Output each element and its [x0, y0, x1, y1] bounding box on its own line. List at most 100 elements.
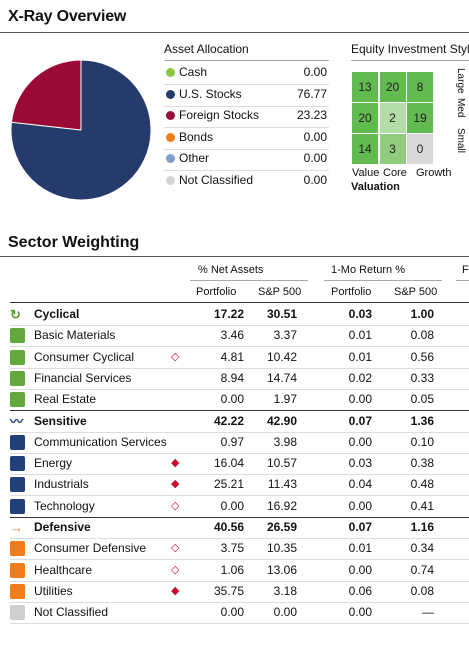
portfolio-return: 0.00: [348, 562, 372, 577]
style-box-cell: 0: [407, 134, 433, 164]
sector-name: Utilities: [34, 583, 73, 598]
portfolio-net-assets: 4.81: [220, 349, 244, 364]
sp500-net-assets: 10.42: [266, 349, 297, 364]
asset-allocation-divider: [164, 60, 329, 61]
sp500-net-assets: 42.90: [266, 413, 297, 428]
portfolio-net-assets: 0.00: [220, 605, 244, 620]
sector-row: 〰 Sensitive 42.22 42.90 0.07 1.36: [10, 411, 469, 432]
sp500-net-assets: 10.57: [266, 456, 297, 471]
sector-row-divider: [10, 623, 469, 625]
sp500-return: 0.05: [410, 392, 434, 407]
return-header-rule: [324, 280, 442, 281]
portfolio-return: 0.00: [348, 605, 372, 620]
sector-row: ↻ Cyclical 17.22 30.51 0.03 1.00: [10, 304, 469, 325]
style-box-cell: 8: [407, 72, 433, 102]
consumer-cyclical-icon: [10, 349, 25, 365]
style-box-cell: 14: [352, 134, 378, 164]
sp500-return: 0.74: [410, 562, 434, 577]
style-row-label: Small: [455, 128, 466, 154]
sector-row: Technology ◇ 0.00 16.92 0.00 0.41: [10, 496, 469, 517]
sector-name: Financial Services: [34, 370, 132, 385]
portfolio-net-assets: 8.94: [220, 370, 244, 385]
weight-indicator-icon: ◇: [171, 350, 180, 363]
sp500-net-assets: 1.97: [273, 392, 297, 407]
sp500-return: 0.08: [410, 328, 434, 343]
financial-services-icon: [10, 370, 25, 386]
sector-row: Consumer Defensive ◇ 3.75 10.35 0.01 0.34: [10, 538, 469, 559]
sector-weighting-title: Sector Weighting: [8, 234, 140, 251]
sp500-net-assets: 30.51: [266, 307, 297, 321]
portfolio-net-assets: 16.04: [213, 456, 244, 471]
net-assets-header: % Net Assets: [198, 264, 264, 276]
sector-name: Real Estate: [34, 392, 97, 407]
sp500-net-assets: 10.35: [266, 541, 297, 556]
portfolio-return: 0.03: [348, 307, 372, 321]
sector-row-divider: [10, 388, 469, 390]
sp500-return: 0.41: [410, 498, 434, 513]
asset-allocation-title: Asset Allocation: [164, 42, 249, 56]
allocation-value: 76.77: [296, 86, 327, 101]
allocation-value: 0.00: [303, 151, 327, 165]
asset-allocation-pie-chart: [10, 59, 152, 201]
allocation-label: Cash: [179, 65, 208, 79]
allocation-dot-icon: [166, 111, 175, 120]
allocation-row: Bonds 0.00: [164, 128, 329, 149]
basic-materials-icon: [10, 328, 25, 344]
sector-row: → Defensive 40.56 26.59 0.07 1.16: [10, 517, 469, 538]
portfolio-net-assets: 1.06: [220, 562, 244, 577]
sector-row-divider: [10, 367, 469, 369]
sector-name: Sensitive: [34, 413, 87, 428]
sector-row-divider: [10, 538, 469, 539]
portfolio-return: 0.01: [348, 541, 372, 556]
sector-row: Communication Services 0.97 3.98 0.00 0.10: [10, 432, 469, 453]
sector-row-divider: [10, 559, 469, 561]
weight-indicator-icon: ◆: [171, 457, 180, 470]
sp500-return: 1.36: [410, 413, 434, 428]
style-col-label: Core: [383, 167, 407, 179]
xray-title: X-Ray Overview: [8, 8, 127, 25]
allocation-label: Other: [179, 151, 210, 165]
sector-row-divider: [10, 495, 469, 497]
sensitive-icon: 〰: [10, 413, 24, 429]
allocation-label: Bonds: [179, 129, 214, 144]
allocation-dot-icon: [166, 175, 175, 185]
portfolio-return: 0.00: [348, 498, 372, 513]
portfolio-return: 0.06: [348, 583, 372, 598]
sector-row: Industrials ◆ 25.21 11.43 0.04 0.48: [10, 474, 469, 495]
sp500-return: 0.34: [410, 541, 434, 556]
sp500-net-assets: 14.74: [266, 370, 297, 385]
sector-row: Real Estate 0.00 1.97 0.00 0.05: [10, 389, 469, 410]
portfolio-return: 0.01: [348, 349, 372, 364]
sector-row: Energy ◆ 16.04 10.57 0.03 0.38: [10, 453, 469, 474]
sp500-return: —: [422, 605, 434, 620]
portfolio-net-assets: 0.97: [220, 434, 244, 449]
utilities-icon: [10, 583, 25, 599]
allocation-label: Not Classified: [179, 172, 254, 187]
allocation-value: 0.00: [303, 129, 327, 144]
portfolio-return: 0.03: [348, 456, 372, 471]
portfolio-net-assets: 0.00: [220, 498, 244, 513]
allocation-value: 23.23: [296, 108, 327, 122]
sp500-return: 0.48: [410, 477, 434, 492]
cyclical-icon: ↻: [10, 307, 21, 322]
allocation-row: Not Classified 0.00: [164, 171, 329, 192]
weight-indicator-icon: ◆: [171, 478, 180, 491]
sp500-return: 1.00: [410, 307, 434, 321]
sp500-net-assets: 26.59: [266, 520, 297, 534]
sector-name: Cyclical: [34, 307, 80, 321]
sector-name: Technology: [34, 498, 95, 513]
sector-row: Consumer Cyclical ◇ 4.81 10.42 0.01 0.56: [10, 347, 469, 368]
sp500-net-assets: 11.43: [267, 477, 297, 492]
portfolio-net-assets: 17.22: [213, 307, 244, 321]
style-row-label: Med: [455, 98, 466, 118]
portfolio-return: 0.00: [348, 434, 372, 449]
energy-icon: [10, 456, 25, 472]
sector-name: Basic Materials: [34, 328, 116, 343]
communication-services-icon: [10, 434, 25, 450]
weight-indicator-icon: ◇: [171, 563, 180, 576]
style-box-cell: 20: [379, 72, 406, 102]
weight-indicator-icon: ◆: [171, 584, 180, 597]
portfolio-net-assets: 3.46: [220, 328, 244, 343]
xray-divider: [0, 32, 469, 33]
allocation-label: Foreign Stocks: [179, 108, 260, 122]
